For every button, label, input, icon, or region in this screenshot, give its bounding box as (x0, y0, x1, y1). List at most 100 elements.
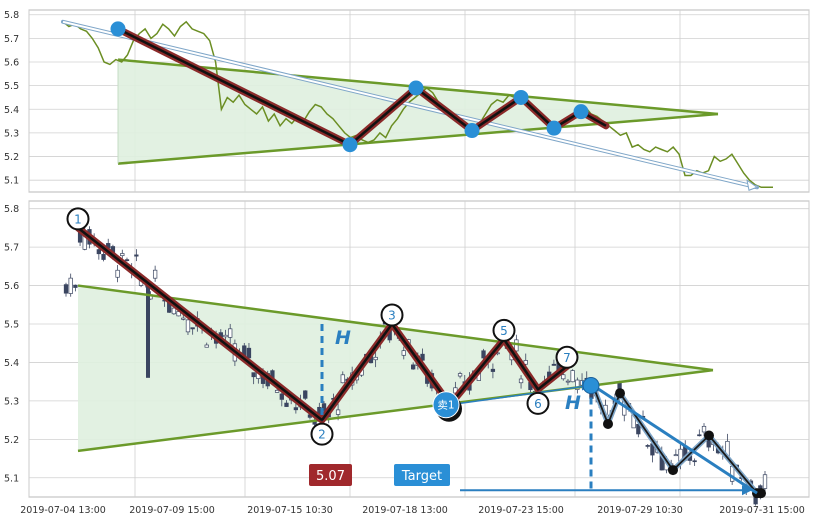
candle-body (246, 347, 252, 359)
y-tick-label: 5.7 (4, 34, 19, 45)
candle-body (457, 373, 463, 377)
y-tick-label: 5.2 (4, 435, 19, 446)
projection-point (603, 418, 613, 429)
breakout-marker (582, 377, 600, 395)
candle-body (185, 319, 191, 333)
y-tick-label: 5.4 (4, 358, 19, 369)
x-tick-label: 2019-07-18 13:00 (362, 505, 448, 516)
candle-body (762, 474, 768, 489)
y-tick-label: 5.3 (4, 128, 19, 139)
y-tick-label: 5.1 (4, 473, 19, 484)
candle-body (565, 380, 571, 383)
pivot-label: 3 (388, 309, 396, 323)
candle-body (228, 328, 233, 338)
candle-body (134, 254, 139, 257)
candle-body (279, 393, 284, 400)
pivot-point (408, 80, 424, 96)
pivot-label-circle (526, 391, 550, 415)
candle-body (120, 253, 125, 257)
pivot-label: 2 (318, 428, 326, 442)
candle-body (171, 307, 177, 315)
candle-body (124, 259, 130, 261)
pivot-label-circle (380, 303, 404, 327)
y-tick-label: 5.1 (4, 176, 19, 187)
candle-body (96, 249, 101, 255)
candle-body (575, 379, 580, 390)
y-tick-label: 5.7 (4, 243, 19, 254)
pivot-label-circle (492, 318, 516, 342)
y-tick-label: 5.6 (4, 281, 19, 292)
candle-body (73, 284, 78, 288)
projection-point (668, 465, 678, 476)
pivot-label-circle (555, 345, 579, 369)
candle-body (303, 390, 308, 399)
pivot-point (342, 137, 358, 153)
sell-to-breakout-line (449, 384, 591, 406)
candle-body (146, 285, 150, 378)
candle-body (293, 407, 299, 411)
pivot-point (513, 89, 529, 105)
triangle-fill (118, 59, 718, 164)
candle-body (523, 360, 528, 365)
pivot-point (573, 104, 589, 120)
y-tick-label: 5.8 (4, 204, 19, 215)
pattern-height-label: H (335, 327, 351, 349)
y-tick-label: 5.2 (4, 152, 19, 163)
pivot-label: 1 (74, 212, 82, 226)
y-tick-label: 5.4 (4, 105, 19, 116)
projection-point (756, 488, 766, 499)
candle-body (570, 370, 575, 383)
candle-body (321, 403, 327, 411)
candle-body (420, 353, 425, 361)
candle-body (673, 454, 679, 457)
target-value-label: 5.07 (316, 469, 345, 484)
candle-body (251, 372, 256, 378)
bottom-panel: H H 1 2 3 5 6 7 卖1 5.07 Target (63, 207, 768, 506)
y-tick-label: 5.6 (4, 58, 19, 69)
candle-body (115, 269, 120, 278)
candle-body (411, 364, 416, 370)
candle-body (645, 445, 650, 447)
triangle-fill (78, 285, 713, 451)
triangle-lower-line (77, 368, 714, 453)
pivot-point (546, 120, 562, 136)
breakout-arrow (592, 384, 758, 495)
x-tick-label: 2019-07-23 15:00 (478, 505, 564, 516)
axis-layer: 5.8 5.7 5.6 5.5 5.4 5.3 5.2 5.1 5.8 5.7 5.6 5.5 5.4 5… (4, 10, 805, 516)
candle-body (63, 284, 69, 294)
candle-body (490, 368, 496, 372)
x-tick-label: 2019-07-15 10:30 (247, 505, 333, 516)
candle-body (514, 339, 519, 352)
candle-body (636, 423, 641, 435)
target-box (394, 464, 450, 486)
candle-body (692, 460, 697, 463)
candle-body (697, 434, 702, 437)
pivot-point (110, 21, 126, 37)
candle-body (68, 277, 73, 294)
candle-body (551, 363, 557, 366)
y-tick-label: 5.8 (4, 10, 19, 21)
x-tick-label: 2019-07-31 15:00 (719, 505, 805, 516)
candle-body (101, 253, 106, 260)
y-tick-label: 5.5 (4, 81, 19, 92)
pivot-label: 5 (500, 324, 508, 338)
top-panel (61, 19, 773, 191)
candle-body (481, 350, 486, 359)
trend-arrow-line (62, 20, 758, 189)
candle-body (152, 269, 158, 279)
projection-path (592, 385, 758, 494)
candle-body (181, 317, 186, 320)
x-tick-label: 2019-07-29 10:30 (597, 505, 683, 516)
y-tick-label: 5.3 (4, 396, 19, 407)
y-tick-label: 5.5 (4, 320, 19, 331)
candle-body (701, 425, 707, 433)
target-value-box (309, 464, 352, 486)
target-box-label: Target (401, 469, 442, 484)
x-tick-label: 2019-07-09 15:00 (129, 505, 215, 516)
target-arrow-head (742, 485, 752, 496)
projection-point (704, 430, 714, 441)
sell-marker (432, 391, 460, 419)
candle-body (190, 327, 195, 330)
